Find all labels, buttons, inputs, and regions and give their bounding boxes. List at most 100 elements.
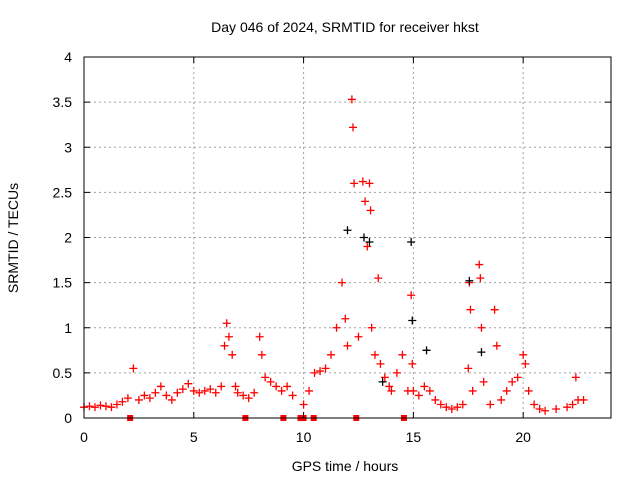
red-data-point <box>524 386 533 395</box>
red-data-point <box>365 179 374 188</box>
red-data-point <box>305 386 314 395</box>
red-data-point <box>447 404 456 413</box>
red-data-point <box>200 386 209 395</box>
red-data-point <box>361 197 370 206</box>
red-data-point <box>134 395 143 404</box>
red-data-point <box>151 388 160 397</box>
black-data-point <box>465 276 474 285</box>
red-data-point <box>475 260 484 269</box>
red-data-point <box>140 391 149 400</box>
y-tick-label: 3.5 <box>53 94 73 110</box>
red-data-point <box>261 373 270 382</box>
x-axis-label: GPS time / hours <box>292 458 399 474</box>
red-data-point <box>239 391 248 400</box>
red-data-point <box>464 364 473 373</box>
red-data-point <box>231 382 240 391</box>
x-tick-label: 10 <box>296 429 312 445</box>
y-tick-label: 4 <box>64 49 72 65</box>
red-data-point <box>129 364 138 373</box>
red-data-point <box>167 395 176 404</box>
red-data-point <box>341 314 350 323</box>
red-data-point <box>348 123 357 132</box>
red-data-point <box>266 377 275 386</box>
black-data-point <box>477 348 486 357</box>
red-data-point <box>228 350 237 359</box>
red-data-point <box>508 377 517 386</box>
red-data-point <box>571 373 580 382</box>
red-data-point <box>497 395 506 404</box>
red-data-point <box>118 397 127 406</box>
red-data-point <box>350 179 359 188</box>
red-data-point <box>563 403 572 412</box>
grid <box>84 57 611 418</box>
red-data-point <box>376 359 385 368</box>
red-data-point <box>162 391 171 400</box>
red-data-point <box>476 274 485 283</box>
red-data-point <box>101 402 110 411</box>
red-data-point <box>521 359 530 368</box>
red-data-point <box>184 379 193 388</box>
red-data-point <box>217 382 226 391</box>
red-data-point <box>436 400 445 409</box>
red-data-point <box>195 388 204 397</box>
red-data-point <box>211 388 220 397</box>
chart-title: Day 046 of 2024, SRMTID for receiver hks… <box>211 19 479 35</box>
red-data-point <box>407 291 416 300</box>
red-data-point <box>220 341 229 350</box>
y-tick-label: 2 <box>64 230 72 246</box>
red-data-point <box>272 382 281 391</box>
red-data-point <box>442 403 451 412</box>
black-data-point <box>359 233 368 242</box>
red-data-point <box>366 206 375 215</box>
red-data-point <box>492 341 501 350</box>
red-data-point <box>354 332 363 341</box>
red-data-point <box>398 350 407 359</box>
y-tick-label: 0 <box>64 410 72 426</box>
red-data-point <box>374 274 383 283</box>
red-data-point <box>310 368 319 377</box>
x-tick-label: 5 <box>190 429 198 445</box>
red-data-point <box>392 368 401 377</box>
red-data-point <box>206 385 215 394</box>
red-data-point <box>502 386 511 395</box>
x-tick-label: 20 <box>515 429 531 445</box>
red-data-point <box>385 382 394 391</box>
axis-ticks: 0 0.5 1 1.5 2 2.5 3 3.5 4 0 5 10 15 20 <box>53 49 611 445</box>
red-data-point <box>579 395 588 404</box>
red-data-point <box>327 350 336 359</box>
y-axis-label: SRMTID / TECUs <box>5 183 21 293</box>
red-data-point <box>363 242 372 251</box>
red-data-point <box>535 404 544 413</box>
red-data-point <box>477 323 486 332</box>
red-data-point <box>367 323 376 332</box>
red-data-point <box>189 386 198 395</box>
black-data-point <box>343 226 352 235</box>
red-data-point <box>288 391 297 400</box>
red-data-point <box>316 367 325 376</box>
red-data-point <box>486 400 495 409</box>
red-data-point <box>409 386 418 395</box>
red-data-point <box>224 332 233 341</box>
red-data-point <box>468 386 477 395</box>
red-data-point <box>466 305 475 314</box>
data-points <box>80 95 588 421</box>
red-data-point <box>244 394 253 403</box>
red-data-point <box>338 278 347 287</box>
red-data-point <box>145 394 154 403</box>
red-data-point <box>347 95 356 104</box>
x-tick-label: 15 <box>406 429 422 445</box>
red-data-point <box>530 400 539 409</box>
x-tick-label: 0 <box>80 429 88 445</box>
red-data-point <box>156 382 165 391</box>
red-data-point <box>370 350 379 359</box>
red-data-point <box>250 388 259 397</box>
red-data-point <box>173 388 182 397</box>
red-data-point <box>233 388 242 397</box>
red-data-point <box>425 386 434 395</box>
y-tick-label: 3 <box>64 139 72 155</box>
red-data-point <box>255 332 264 341</box>
red-data-point <box>387 386 396 395</box>
red-data-point <box>85 402 94 411</box>
red-data-point <box>257 350 266 359</box>
